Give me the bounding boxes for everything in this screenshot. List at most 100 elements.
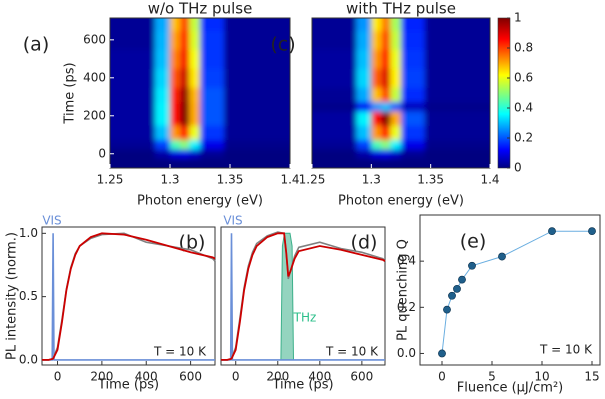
heatmap-cell bbox=[424, 87, 490, 103]
heatmap-cell bbox=[200, 111, 225, 126]
x-tick-label: 0 bbox=[438, 370, 446, 384]
heatmap-cell bbox=[356, 101, 372, 112]
heatmap-cell bbox=[189, 101, 201, 112]
heatmap-cell bbox=[224, 139, 290, 150]
heatmap-cell bbox=[224, 30, 290, 50]
x-tick-label: 1.4 bbox=[280, 173, 299, 187]
data-point bbox=[443, 305, 451, 314]
heatmap-cell bbox=[189, 18, 201, 31]
plot-frame bbox=[41, 226, 216, 366]
heatmap-cell bbox=[110, 149, 156, 159]
heatmap bbox=[110, 18, 290, 168]
heatmap-cell bbox=[356, 68, 372, 88]
heatmap-cell bbox=[110, 18, 156, 31]
data-point bbox=[458, 275, 466, 284]
x-tick-label: 1.35 bbox=[217, 173, 244, 187]
heatmap-cell bbox=[356, 49, 372, 69]
x-tick-label: 5 bbox=[488, 370, 496, 384]
heatmap-cell bbox=[312, 49, 357, 69]
x-axis-label: Time (ps) bbox=[97, 378, 159, 393]
x-tick-label: 0 bbox=[54, 370, 62, 384]
heatmap-cell bbox=[356, 139, 372, 150]
heatmap-cell bbox=[200, 149, 225, 159]
x-tick-label: 10 bbox=[534, 370, 549, 384]
plot-frame bbox=[109, 17, 291, 169]
heatmap-cell bbox=[110, 101, 156, 112]
y-tick-label: 400 bbox=[83, 70, 106, 84]
heatmap-cell bbox=[180, 68, 190, 88]
heatmap-cell bbox=[356, 18, 372, 31]
panel-label: (e) bbox=[460, 231, 487, 253]
heatmap-cell bbox=[312, 139, 357, 150]
series-line bbox=[221, 231, 386, 361]
series-line bbox=[42, 232, 216, 361]
heatmap-cell bbox=[200, 30, 225, 50]
heatmap-cell bbox=[180, 49, 190, 69]
heatmap-cell bbox=[180, 149, 190, 159]
x-tick-label: 400 bbox=[135, 370, 158, 384]
x-tick-label: 600 bbox=[179, 370, 202, 384]
heatmap-cell bbox=[424, 18, 490, 31]
heatmap-cell bbox=[401, 87, 426, 103]
heatmap-cell bbox=[189, 125, 201, 141]
annotation: VIS bbox=[42, 214, 61, 228]
heatmap-cell bbox=[312, 101, 357, 112]
annotation: VIS bbox=[223, 214, 242, 228]
heatmap-cell bbox=[424, 125, 490, 141]
heatmap-cell bbox=[424, 111, 490, 126]
x-tick-label: 400 bbox=[308, 370, 331, 384]
heatmap-cell bbox=[424, 139, 490, 150]
heatmap-cell bbox=[356, 157, 372, 168]
heatmap-cell bbox=[224, 111, 290, 126]
chart-title: w/o THz pulse bbox=[148, 0, 253, 18]
heatmap-cell bbox=[390, 139, 402, 150]
heatmap-cell bbox=[189, 68, 201, 88]
y-tick-label: 0.2 bbox=[397, 300, 416, 314]
heatmap-cell bbox=[170, 30, 181, 50]
heatmap-cell bbox=[401, 157, 426, 168]
heatmap-cell bbox=[381, 149, 391, 159]
heatmap-cell bbox=[170, 101, 181, 112]
heatmap-cell bbox=[110, 68, 156, 88]
heatmap-cell bbox=[200, 18, 225, 31]
heatmap-cell bbox=[381, 87, 391, 103]
heatmap-cell bbox=[224, 49, 290, 69]
colorbar-tick-label: 0.8 bbox=[514, 41, 533, 55]
heatmap-cell bbox=[155, 125, 171, 141]
heatmap-cell bbox=[180, 111, 190, 126]
colorbar-tick-label: 0.4 bbox=[514, 101, 533, 115]
data-point bbox=[438, 349, 446, 358]
heatmap-cell bbox=[110, 87, 156, 103]
heatmap-cell bbox=[312, 30, 357, 50]
heatmap-cell bbox=[401, 111, 426, 126]
heatmap-cell bbox=[312, 68, 357, 88]
plot-frame bbox=[311, 17, 491, 169]
heatmap-cell bbox=[180, 139, 190, 150]
heatmap-cell bbox=[180, 87, 190, 103]
heatmap-cell bbox=[381, 139, 391, 150]
x-axis-label: Photon energy (eV) bbox=[338, 194, 464, 209]
heatmap-cell bbox=[170, 87, 181, 103]
heatmap-cell bbox=[424, 149, 490, 159]
data-point bbox=[453, 284, 461, 293]
heatmap-cell bbox=[381, 157, 391, 168]
heatmap-cell bbox=[424, 49, 490, 69]
heatmap-cell bbox=[401, 18, 426, 31]
heatmap-cell bbox=[110, 49, 156, 69]
plot-frame bbox=[419, 214, 601, 366]
heatmap-cell bbox=[170, 157, 181, 168]
colorbar-tick-label: 0.2 bbox=[514, 131, 533, 145]
data-point bbox=[498, 252, 506, 261]
heatmap-cell bbox=[170, 125, 181, 141]
heatmap-cell bbox=[390, 125, 402, 141]
heatmap-cell bbox=[371, 49, 382, 69]
y-tick-label: 0 bbox=[98, 146, 106, 160]
heatmap-cell bbox=[356, 111, 372, 126]
heatmap-cell bbox=[189, 111, 201, 126]
x-axis-label: Fluence (μJ/cm²) bbox=[457, 381, 564, 396]
heatmap-cells bbox=[312, 18, 490, 168]
heatmap-cell bbox=[371, 18, 382, 31]
heatmap-cell bbox=[381, 18, 391, 31]
y-tick-label: 0.0 bbox=[19, 352, 38, 366]
